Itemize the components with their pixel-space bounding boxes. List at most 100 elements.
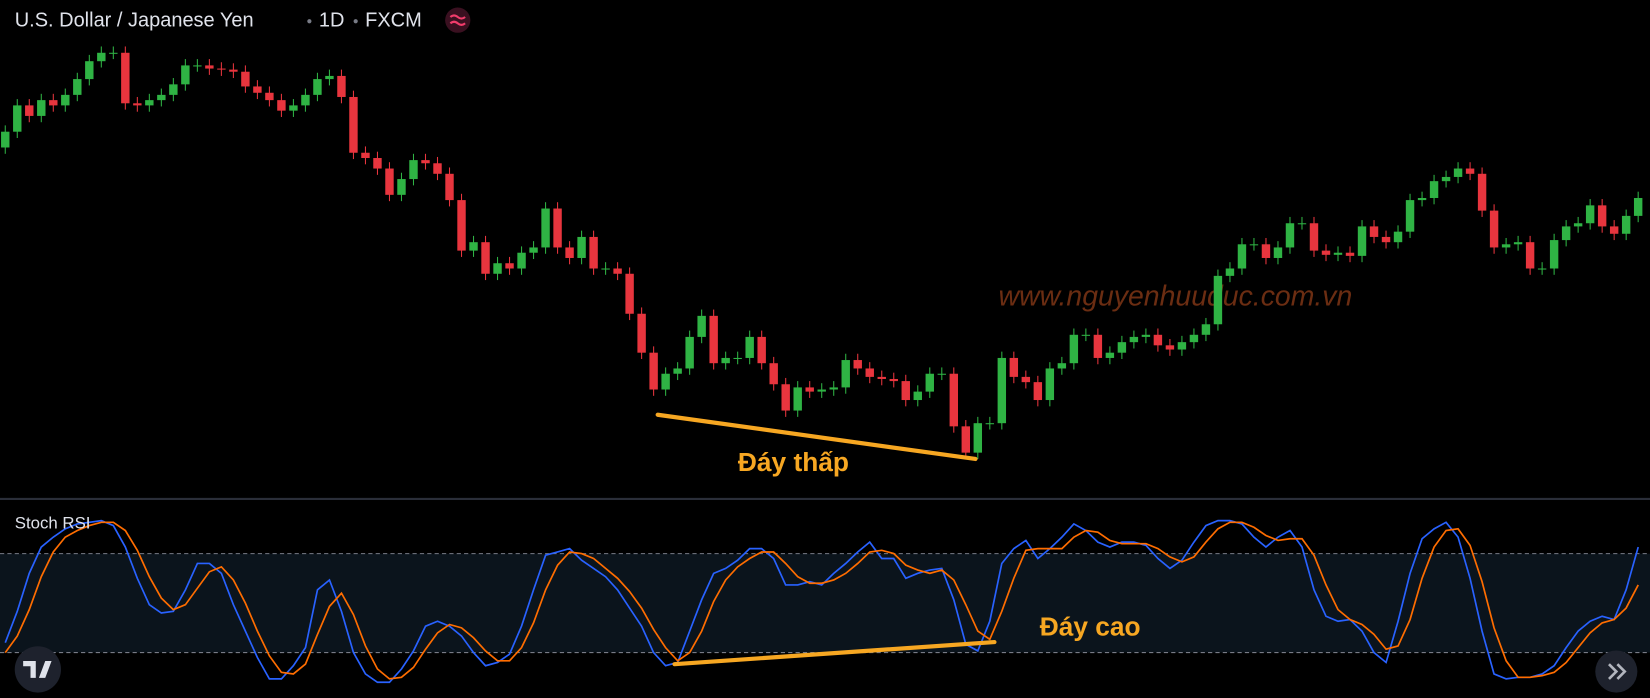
candle-body bbox=[649, 352, 658, 390]
annotation: Đáy thấp bbox=[738, 447, 849, 477]
candle-body bbox=[37, 100, 46, 116]
candle-body bbox=[1633, 197, 1643, 216]
candle-body bbox=[169, 84, 178, 95]
candle-body bbox=[1537, 268, 1547, 270]
candle-body bbox=[805, 387, 814, 392]
candle-body bbox=[13, 105, 22, 132]
candle-body bbox=[541, 208, 550, 248]
candle-body bbox=[1393, 231, 1403, 243]
candle-body bbox=[613, 268, 622, 274]
header-bg bbox=[6, 4, 438, 36]
candle-body bbox=[769, 363, 778, 385]
stoch-line bbox=[4, 519, 1640, 684]
candle-body bbox=[313, 79, 322, 95]
candle-body bbox=[853, 360, 862, 369]
candle-body bbox=[253, 86, 262, 93]
candle-body bbox=[1357, 226, 1367, 256]
candle-body bbox=[1405, 200, 1415, 232]
annotation: Đáy cao bbox=[1040, 611, 1141, 641]
candle-body bbox=[445, 173, 454, 201]
candle-body bbox=[949, 373, 958, 427]
interval: 1D bbox=[319, 9, 345, 31]
candle-body bbox=[277, 100, 286, 111]
candle-body bbox=[865, 368, 874, 377]
candle-body bbox=[745, 336, 754, 358]
candle-body bbox=[1, 131, 10, 148]
candle-body bbox=[1093, 334, 1103, 358]
candle-body bbox=[1621, 215, 1631, 234]
candle-body bbox=[625, 273, 634, 314]
candle-body bbox=[589, 236, 598, 269]
candle-body bbox=[73, 79, 82, 95]
logo-badge[interactable] bbox=[14, 646, 62, 693]
candle-body bbox=[1369, 226, 1379, 237]
candle-body bbox=[25, 105, 34, 116]
candle-body bbox=[1105, 352, 1115, 358]
candle-body bbox=[1333, 252, 1343, 255]
candle-body bbox=[1525, 242, 1535, 269]
candle-body bbox=[1213, 275, 1223, 325]
candle-body bbox=[133, 103, 142, 106]
stoch-line bbox=[4, 521, 1639, 680]
candle-body bbox=[841, 360, 850, 388]
candle-body bbox=[241, 71, 250, 87]
candle-body bbox=[961, 426, 971, 453]
candle-body bbox=[901, 381, 910, 401]
candle-body bbox=[697, 315, 706, 337]
candle-body bbox=[1297, 223, 1307, 225]
logo bbox=[23, 661, 52, 678]
candle-body bbox=[1477, 173, 1487, 211]
candle-body bbox=[1513, 242, 1523, 245]
candle-body bbox=[85, 61, 94, 80]
candle-body bbox=[373, 158, 382, 169]
candle-body bbox=[1501, 244, 1511, 248]
candle-body bbox=[469, 242, 478, 251]
candle-body bbox=[661, 373, 670, 390]
candle-body bbox=[1417, 197, 1427, 201]
candle-body bbox=[1489, 210, 1499, 248]
candle-body bbox=[1321, 250, 1331, 255]
candle-body bbox=[913, 391, 922, 401]
candle-body bbox=[1129, 336, 1139, 343]
candle-body bbox=[193, 65, 202, 67]
candle-body bbox=[397, 179, 406, 195]
candle-body bbox=[157, 94, 166, 101]
candle-body bbox=[1009, 357, 1019, 377]
indicator-badge[interactable] bbox=[445, 7, 471, 33]
source: FXCM bbox=[365, 9, 422, 31]
candle-body bbox=[577, 236, 586, 258]
separator-dot bbox=[307, 19, 312, 24]
watermark: www.nguyenhuuduc.com.vn bbox=[999, 280, 1353, 312]
candle-body bbox=[457, 200, 466, 251]
candle-body bbox=[229, 69, 238, 72]
candle-body bbox=[1453, 168, 1463, 177]
candle-body bbox=[529, 247, 538, 253]
candle-body bbox=[109, 52, 118, 54]
candle-body bbox=[1225, 268, 1235, 276]
candle-body bbox=[1609, 226, 1619, 234]
candle-body bbox=[1153, 334, 1163, 346]
candle-body bbox=[709, 315, 718, 364]
candle-body bbox=[685, 336, 694, 369]
candle-body bbox=[973, 423, 983, 453]
candle-body bbox=[265, 92, 274, 101]
candle-body bbox=[937, 373, 946, 375]
candle-body bbox=[385, 168, 394, 195]
candle-body bbox=[1261, 244, 1271, 258]
trend-line bbox=[672, 639, 997, 667]
candle-body bbox=[781, 384, 790, 411]
candle-body bbox=[1285, 223, 1295, 248]
chevron-icon bbox=[1608, 663, 1627, 680]
candle-body bbox=[217, 68, 226, 70]
candle-body bbox=[601, 268, 610, 270]
candle-body bbox=[1189, 334, 1199, 343]
candle-body bbox=[565, 247, 574, 258]
candle-body bbox=[1081, 334, 1091, 336]
candle-body bbox=[1429, 181, 1439, 198]
candle-body bbox=[61, 94, 70, 106]
candle-body bbox=[1201, 324, 1211, 335]
candle-body bbox=[1237, 244, 1247, 269]
candle-body bbox=[145, 100, 154, 106]
